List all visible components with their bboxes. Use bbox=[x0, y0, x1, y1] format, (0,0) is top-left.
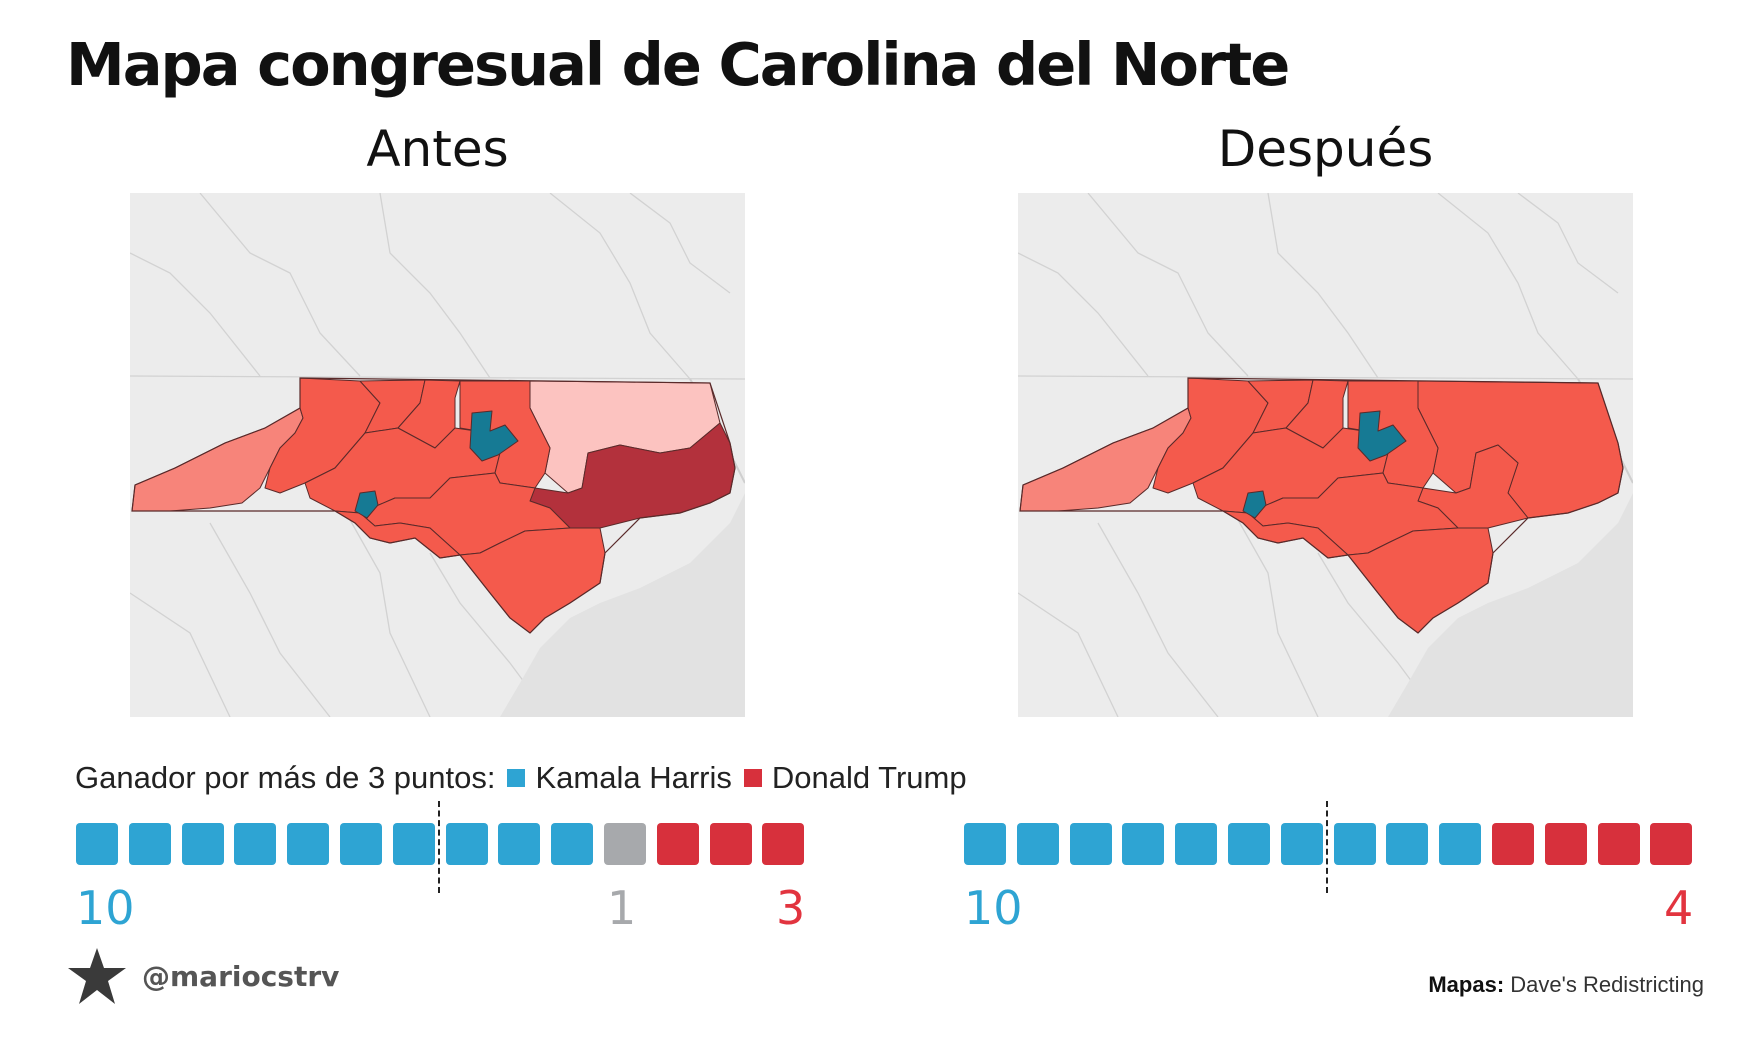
basemap-lines bbox=[130, 193, 745, 717]
seat-square bbox=[762, 823, 805, 865]
seat-chart-after bbox=[964, 801, 1704, 893]
seat-chart-before bbox=[76, 801, 816, 893]
count-tossup-before: 1 bbox=[607, 881, 637, 935]
seat-square bbox=[1280, 823, 1323, 865]
seat-square bbox=[445, 823, 488, 865]
seat-square bbox=[1439, 823, 1482, 865]
seat-square bbox=[1650, 823, 1693, 865]
source-label: Mapas: bbox=[1428, 972, 1505, 997]
map-before-svg bbox=[130, 193, 745, 717]
state-outline-before bbox=[131, 377, 736, 634]
seat-square bbox=[1175, 823, 1218, 865]
seat-square bbox=[234, 823, 277, 865]
seat-square bbox=[1386, 823, 1429, 865]
seat-square bbox=[551, 823, 594, 865]
seat-square bbox=[1544, 823, 1587, 865]
seat-square bbox=[128, 823, 171, 865]
seat-square bbox=[656, 823, 699, 865]
count-rep-before: 3 bbox=[776, 881, 806, 935]
source-value: Dave's Redistricting bbox=[1510, 972, 1704, 997]
map-label-before: Antes bbox=[366, 120, 509, 178]
count-dem-after: 10 bbox=[964, 881, 1023, 935]
map-after-svg bbox=[1018, 193, 1633, 717]
district-dem-triangle bbox=[469, 410, 519, 462]
seat-square bbox=[340, 823, 382, 865]
seat-square bbox=[1228, 823, 1270, 865]
seat-square bbox=[181, 823, 224, 865]
seat-square bbox=[1016, 823, 1059, 865]
seat-square bbox=[709, 823, 752, 865]
basemap-lines bbox=[1018, 193, 1633, 717]
district-dem-charlotte bbox=[354, 490, 379, 519]
legend-prefix: Ganador por más de 3 puntos: bbox=[75, 760, 496, 795]
seat-square bbox=[1597, 823, 1640, 865]
seat-square bbox=[392, 823, 435, 865]
source-credit: Mapas: Dave's Redistricting bbox=[1428, 972, 1704, 998]
legend-label-trump: Donald Trump bbox=[771, 760, 967, 795]
legend: Ganador por más de 3 puntos: Kamala Harr… bbox=[75, 760, 967, 796]
seat-square bbox=[1069, 823, 1112, 865]
districts-after bbox=[1019, 377, 1624, 634]
map-after bbox=[1018, 193, 1633, 717]
district-dem-triangle bbox=[1357, 410, 1407, 462]
legend-label-harris: Kamala Harris bbox=[535, 760, 732, 795]
districts-before bbox=[131, 377, 736, 634]
majority-divider bbox=[438, 801, 440, 893]
seat-square bbox=[964, 823, 1006, 865]
legend-swatch-harris bbox=[507, 769, 526, 787]
author-credit: @mariocstrv bbox=[66, 946, 339, 1006]
seat-square bbox=[1333, 823, 1376, 865]
author-handle: @mariocstrv bbox=[142, 959, 340, 993]
seat-square bbox=[287, 823, 330, 865]
count-dem-before: 10 bbox=[76, 881, 135, 935]
map-label-after: Después bbox=[1217, 120, 1434, 178]
count-rep-after: 4 bbox=[1664, 881, 1694, 935]
district-dem-charlotte bbox=[1242, 490, 1267, 519]
map-before bbox=[130, 193, 745, 717]
star-logo-icon bbox=[68, 948, 126, 1004]
seat-square bbox=[76, 823, 118, 865]
seat-square bbox=[1122, 823, 1165, 865]
seat-square bbox=[1492, 823, 1534, 865]
state-outline-after bbox=[1019, 377, 1624, 634]
majority-divider bbox=[1326, 801, 1328, 893]
seat-square bbox=[604, 823, 646, 865]
page-title: Mapa congresual de Carolina del Norte bbox=[66, 30, 1290, 99]
seat-square bbox=[498, 823, 541, 865]
legend-swatch-trump bbox=[743, 769, 762, 787]
atlantic-ocean bbox=[500, 493, 745, 717]
atlantic-ocean bbox=[1388, 493, 1633, 717]
